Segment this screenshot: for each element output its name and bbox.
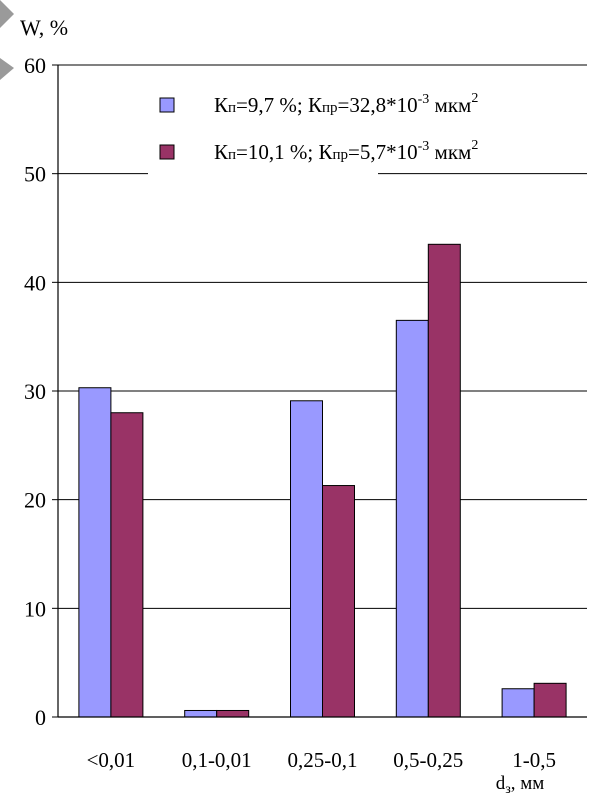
legend-label-series-1: Кп=9,7 %; Кпр=32,8*10-3 мкм2 <box>214 91 478 117</box>
x-tick-label-2: 0,25-0,1 <box>288 748 358 772</box>
bar-series-1-4 <box>501 688 535 718</box>
y-tick-label-3: 30 <box>24 379 46 404</box>
y-tick-label-4: 40 <box>24 270 46 295</box>
corner-mark-top <box>0 0 14 28</box>
bar-series-1-1 <box>184 709 218 718</box>
axes <box>52 64 587 718</box>
x-tick-label-4: 1-0,5 <box>512 748 556 772</box>
bar-series-1-2 <box>290 400 323 718</box>
x-tick-label-1: 0,1-0,01 <box>182 748 252 772</box>
x-tick-label-0: <0,01 <box>87 748 136 772</box>
x-tick-labels: <0,01 0,1-0,01 0,25-0,1 0,5-0,25 1-0,5 <box>87 748 556 772</box>
legend-label-series-2: Кп=10,1 %; Кпр=5,7*10-3 мкм2 <box>214 138 478 164</box>
y-axis-label: W, % <box>20 15 68 40</box>
bars <box>78 243 567 718</box>
legend-bg <box>148 76 378 184</box>
y-tick-label-5: 50 <box>24 162 46 187</box>
y-tick-label-6: 60 <box>24 53 46 78</box>
corner-mark-bottom <box>0 58 14 80</box>
y-tick-labels: 0 10 20 30 40 50 60 <box>24 53 46 730</box>
legend-swatch-series-2 <box>159 144 175 160</box>
legend: Кп=9,7 %; Кпр=32,8*10-3 мкм2 Кп=10,1 %; … <box>148 76 478 184</box>
bar-series-2-2 <box>322 485 355 718</box>
y-tick-label-0: 0 <box>35 705 46 730</box>
y-tick-label-1: 10 <box>24 596 46 621</box>
x-axis-label: dз, мм <box>496 773 545 797</box>
bar-series-2-1 <box>216 709 250 718</box>
legend-swatch-series-1 <box>159 97 175 113</box>
bar-series-1-0 <box>78 387 112 718</box>
y-tick-label-2: 20 <box>24 488 46 513</box>
bar-series-2-3 <box>427 243 461 718</box>
bar-series-2-0 <box>110 412 144 718</box>
bar-series-2-4 <box>533 682 567 718</box>
x-tick-label-3: 0,5-0,25 <box>393 748 463 772</box>
bar-series-1-3 <box>395 319 429 718</box>
